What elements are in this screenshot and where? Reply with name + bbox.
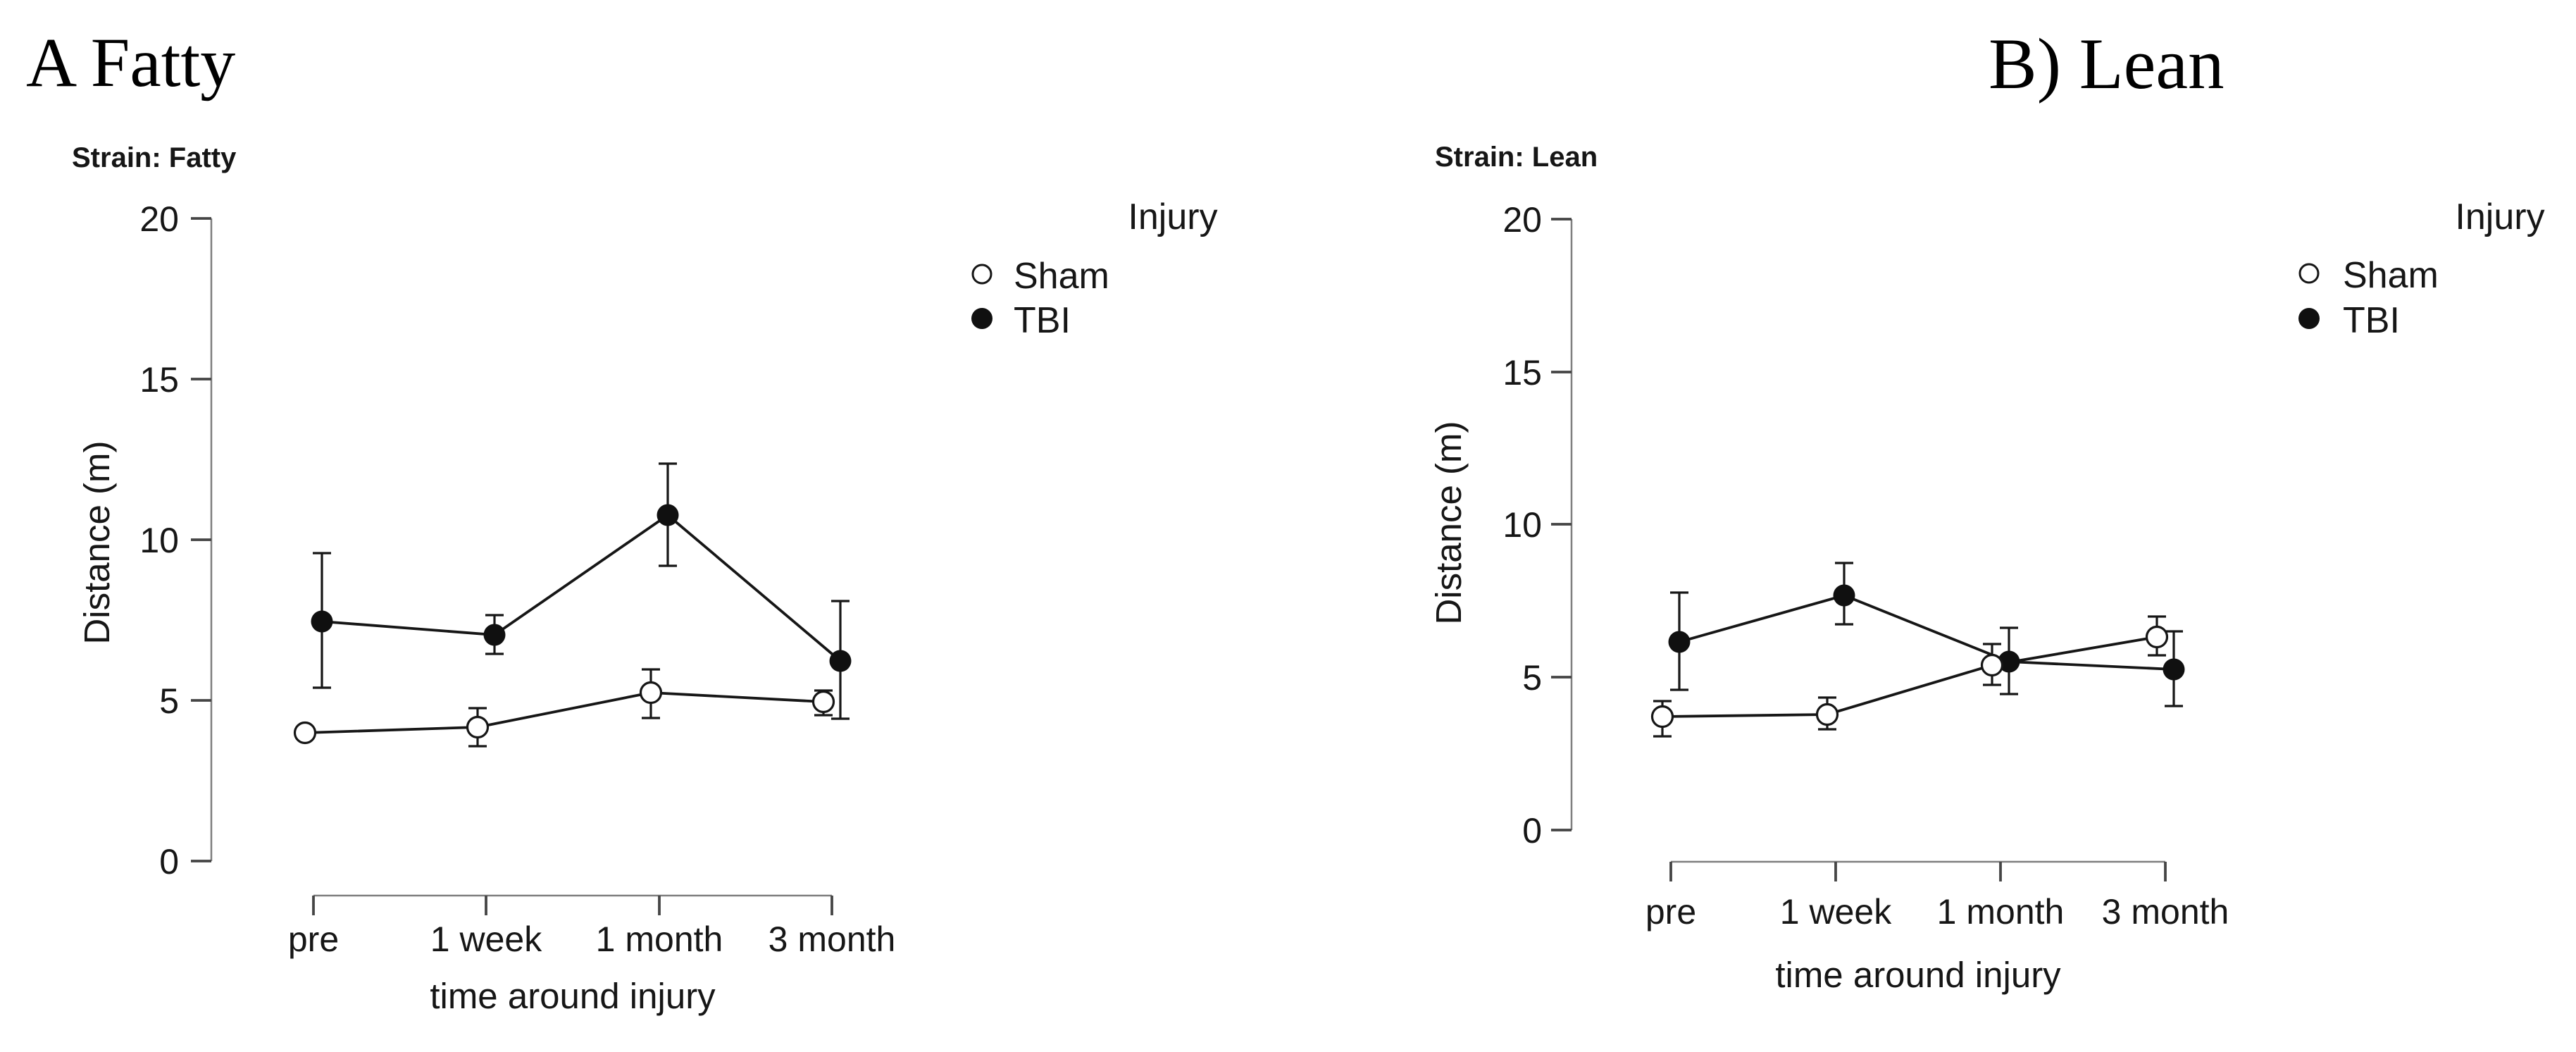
svg-text:15: 15 — [139, 360, 179, 400]
svg-text:pre: pre — [1645, 892, 1696, 932]
svg-text:time around injury: time around injury — [430, 976, 716, 1016]
svg-text:20: 20 — [1502, 200, 1542, 240]
svg-text:Sham: Sham — [1014, 256, 1109, 297]
svg-text:Distance (m): Distance (m) — [1429, 421, 1469, 624]
svg-text:10: 10 — [139, 521, 179, 560]
svg-text:15: 15 — [1502, 353, 1542, 392]
svg-text:0: 0 — [1522, 811, 1542, 850]
svg-text:3 month: 3 month — [2102, 892, 2229, 932]
svg-text:Sham: Sham — [2343, 255, 2439, 296]
svg-text:1 week: 1 week — [1780, 892, 1892, 932]
svg-text:TBI: TBI — [1014, 300, 1071, 341]
svg-text:A Fatty: A Fatty — [26, 23, 235, 101]
svg-text:1 month: 1 month — [596, 920, 723, 959]
svg-text:Distance (m): Distance (m) — [77, 440, 117, 644]
svg-text:5: 5 — [159, 681, 179, 721]
svg-text:20: 20 — [139, 199, 179, 239]
svg-text:5: 5 — [1522, 658, 1542, 698]
svg-text:TBI: TBI — [2343, 300, 2400, 341]
svg-text:1 month: 1 month — [1937, 892, 2065, 932]
svg-text:Strain: Lean: Strain: Lean — [1435, 142, 1598, 173]
svg-text:time around injury: time around injury — [1775, 955, 2061, 995]
svg-text:1 week: 1 week — [430, 920, 542, 959]
svg-text:B) Lean: B) Lean — [1989, 24, 2225, 104]
svg-text:Injury: Injury — [1128, 197, 1217, 237]
svg-text:Injury: Injury — [2455, 197, 2544, 237]
svg-text:3 month: 3 month — [769, 920, 896, 959]
svg-text:Strain: Fatty: Strain: Fatty — [72, 142, 237, 173]
svg-text:0: 0 — [159, 842, 179, 881]
svg-text:pre: pre — [288, 920, 339, 959]
svg-text:10: 10 — [1502, 505, 1542, 545]
